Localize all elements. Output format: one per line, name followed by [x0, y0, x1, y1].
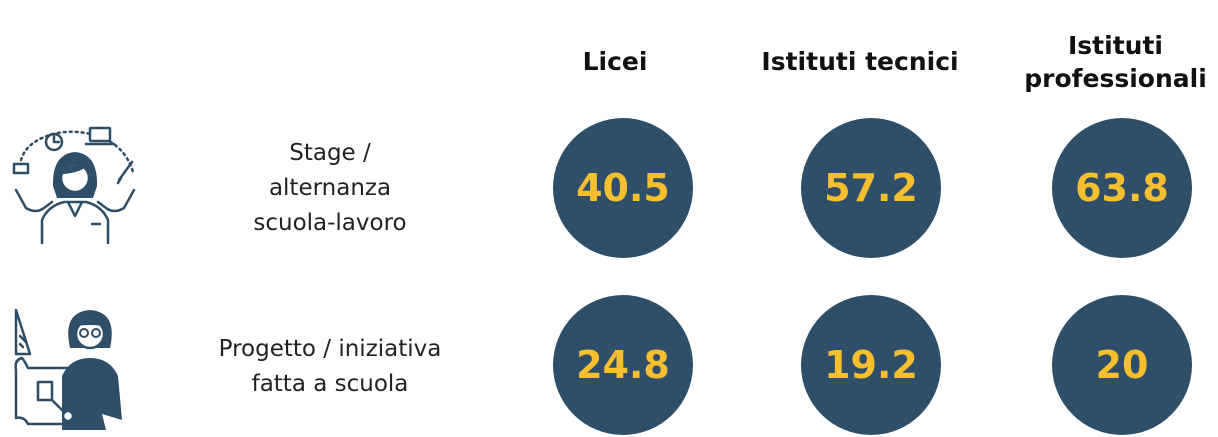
- person-juggling-tasks-icon: [12, 126, 136, 244]
- row-label-progetto: Progetto / iniziativa fatta a scuola: [218, 336, 442, 397]
- column-header-licei: Licei: [582, 47, 648, 76]
- value-bubble-professionali-progetto: 20: [1052, 295, 1192, 435]
- value-bubble-licei-stage: 40.5: [553, 118, 693, 258]
- value-bubble-tecnici-stage: 57.2: [801, 118, 941, 258]
- value-bubble-professionali-stage: 63.8: [1052, 118, 1192, 258]
- student-with-documents-icon: [14, 308, 122, 430]
- column-header-istituti-tecnici: Istituti tecnici: [761, 47, 959, 76]
- column-header-istituti-professionali: Istituti professionali: [1024, 30, 1207, 93]
- row-label-stage: Stage / alternanza scuola-lavoro: [253, 139, 407, 236]
- value-bubble-licei-progetto: 24.8: [553, 295, 693, 435]
- value-bubble-tecnici-progetto: 19.2: [801, 295, 941, 435]
